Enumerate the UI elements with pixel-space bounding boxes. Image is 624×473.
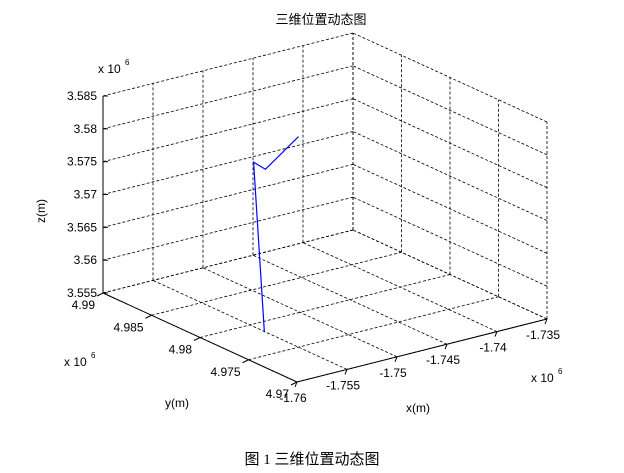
y-exponent-label: x 10	[64, 355, 87, 369]
x-tick-label: -1.74	[479, 341, 507, 355]
x-tick-mark	[344, 369, 348, 375]
grid-line	[202, 267, 398, 358]
y-tick-label: 4.98	[169, 343, 193, 357]
x-tick-mark	[494, 331, 498, 337]
grid-line	[102, 98, 354, 163]
grid-line	[102, 229, 354, 294]
z-tick-label: 3.565	[67, 220, 97, 234]
y-tick-label: 4.985	[113, 320, 143, 334]
y-axis-label: y(m)	[165, 396, 189, 410]
grid-line	[102, 131, 354, 195]
x-tick-label: -1.755	[326, 378, 360, 392]
grid-line	[352, 163, 548, 254]
grid-layer	[102, 32, 548, 383]
y-exponent-power: 6	[91, 351, 96, 360]
y-tick-mark	[242, 359, 249, 364]
z-tick-label: 3.575	[67, 155, 97, 169]
grid-line	[352, 98, 548, 189]
x-exponent-power: 6	[558, 367, 563, 376]
y-tick-label: 4.97	[266, 387, 290, 401]
figure-caption: 图 1 三维位置动态图	[244, 451, 379, 468]
y-tick-mark	[96, 292, 104, 297]
y-tick-mark	[145, 314, 152, 319]
grid-line	[352, 196, 548, 287]
y-tick-mark	[193, 337, 201, 341]
grid-line	[199, 274, 451, 338]
x-tick-mark	[394, 356, 398, 362]
grid-line	[248, 296, 499, 361]
z-exponent-power: 6	[125, 58, 130, 67]
grid-line	[352, 229, 548, 320]
grid-line	[252, 254, 448, 345]
x-tick-mark	[544, 318, 548, 325]
grid-line	[102, 65, 354, 130]
x-tick-label: -1.75	[379, 366, 407, 380]
y-tick-mark	[290, 381, 298, 386]
z-tick-label: 3.58	[74, 122, 98, 136]
series-layer	[252, 136, 299, 333]
y-tick-label: 4.975	[210, 365, 240, 379]
chart-title: 三维位置动态图	[275, 12, 366, 27]
x-exponent-label: x 10	[531, 371, 554, 385]
x-tick-mark	[294, 381, 298, 388]
grid-line	[151, 251, 402, 316]
grid-line	[102, 32, 354, 97]
x-tick-label: -1.76	[279, 391, 307, 405]
z-exponent-label: x 10	[98, 62, 121, 76]
x-tick-label: -1.745	[426, 353, 460, 367]
z-axis-label: z(m)	[34, 199, 48, 223]
x-axis-label: x(m)	[406, 401, 430, 415]
grid-line	[352, 131, 548, 221]
tick-layer: -1.76 -1.755 -1.75 -1.745 -1.74 -1.735 4.97 4.9…	[67, 89, 560, 405]
x-tick-mark	[444, 344, 448, 350]
axis-layer	[102, 96, 548, 383]
y-tick-label: 4.99	[72, 298, 96, 312]
grid-line	[352, 65, 548, 156]
trajectory-line	[252, 136, 299, 333]
z-tick-label: 3.56	[74, 253, 98, 267]
z-tick-label: 3.585	[67, 89, 97, 103]
grid-line	[102, 229, 354, 294]
grid-line	[102, 196, 354, 261]
z-tick-label: 3.57	[74, 188, 98, 202]
x-axis-line	[296, 318, 548, 383]
x-tick-label: -1.735	[526, 328, 560, 342]
z-tick-label: 3.555	[67, 286, 97, 300]
grid-line	[102, 163, 354, 228]
grid-line	[352, 32, 548, 123]
